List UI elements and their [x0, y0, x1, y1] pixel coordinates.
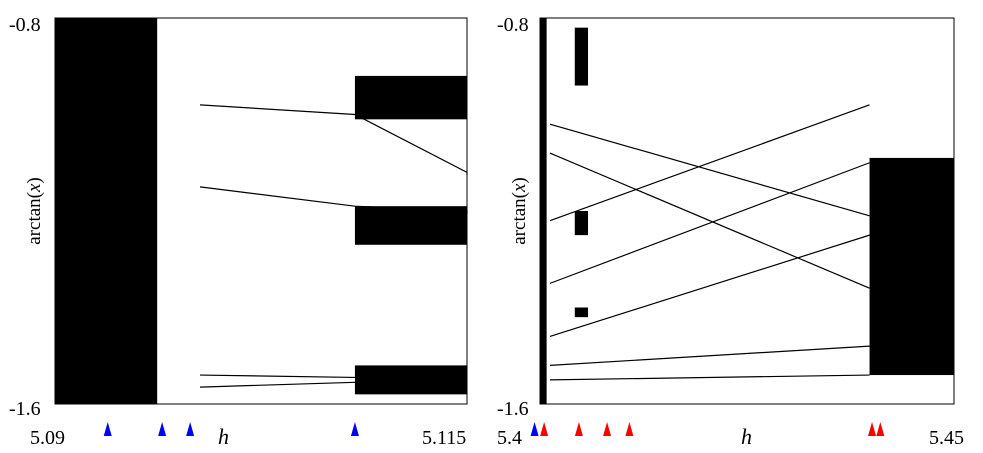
right-marker-3 — [625, 422, 634, 436]
right-y-tick-bottom: -1.6 — [497, 398, 529, 420]
right-marker-1 — [574, 422, 583, 436]
right-branch-5 — [549, 345, 870, 366]
right-chaotic-band-0 — [540, 18, 547, 404]
left-branch-1 — [199, 186, 468, 214]
right-panel: -0.8 -1.6 5.4 5.45 h arctan(x) — [497, 14, 964, 449]
left-x-tick-start: 5.09 — [30, 427, 65, 449]
left-marker-2 — [186, 422, 195, 436]
right-marker-0 — [540, 422, 549, 436]
left-marker-0 — [103, 422, 112, 436]
right-branch-6 — [549, 374, 870, 381]
left-branch-2 — [200, 374, 468, 380]
right-chaotic-band-4 — [574, 307, 589, 318]
right-chaotic-band-3 — [574, 211, 589, 236]
right-chaotic-band-1 — [869, 157, 954, 376]
right-branch-1 — [549, 152, 870, 289]
right-branch-4 — [549, 234, 870, 338]
right-marker-4 — [868, 422, 877, 436]
right-marker-2 — [603, 422, 612, 436]
left-chaotic-band-2 — [354, 206, 467, 245]
left-branch-3 — [200, 381, 467, 388]
right-plot-area — [540, 18, 954, 404]
left-axes-frame — [54, 17, 468, 405]
left-y-axis-label: arctan(x) — [24, 177, 45, 245]
left-marker-4 — [530, 422, 539, 436]
left-chaotic-band-3 — [354, 365, 467, 395]
right-marker-5 — [876, 422, 885, 436]
right-branch-0 — [549, 123, 870, 217]
right-x-tick-start: 5.4 — [497, 427, 522, 449]
left-marker-1 — [158, 422, 167, 436]
right-x-tick-end: 5.45 — [929, 427, 964, 449]
left-plot-area — [55, 18, 468, 404]
right-y-tick-top: -0.8 — [497, 14, 529, 36]
right-x-axis-label: h — [741, 424, 752, 449]
right-chaotic-band-2 — [574, 27, 589, 86]
left-chaotic-band-1 — [354, 75, 467, 120]
left-panel: -0.8 -1.6 5.09 5.115 h arctan(x) — [9, 14, 539, 449]
left-marker-group — [103, 422, 539, 436]
left-chaotic-band-0 — [55, 18, 158, 404]
left-x-tick-end: 5.115 — [422, 427, 466, 449]
right-branch-3 — [549, 162, 870, 284]
left-y-tick-bottom: -1.6 — [9, 398, 41, 420]
left-marker-3 — [350, 422, 359, 436]
right-y-axis-label: arctan(x) — [509, 177, 530, 245]
left-y-tick-top: -0.8 — [9, 14, 41, 36]
right-marker-group — [540, 422, 885, 436]
right-branch-2 — [549, 104, 870, 222]
left-x-axis-label: h — [218, 424, 229, 449]
right-axes-frame — [539, 17, 955, 405]
